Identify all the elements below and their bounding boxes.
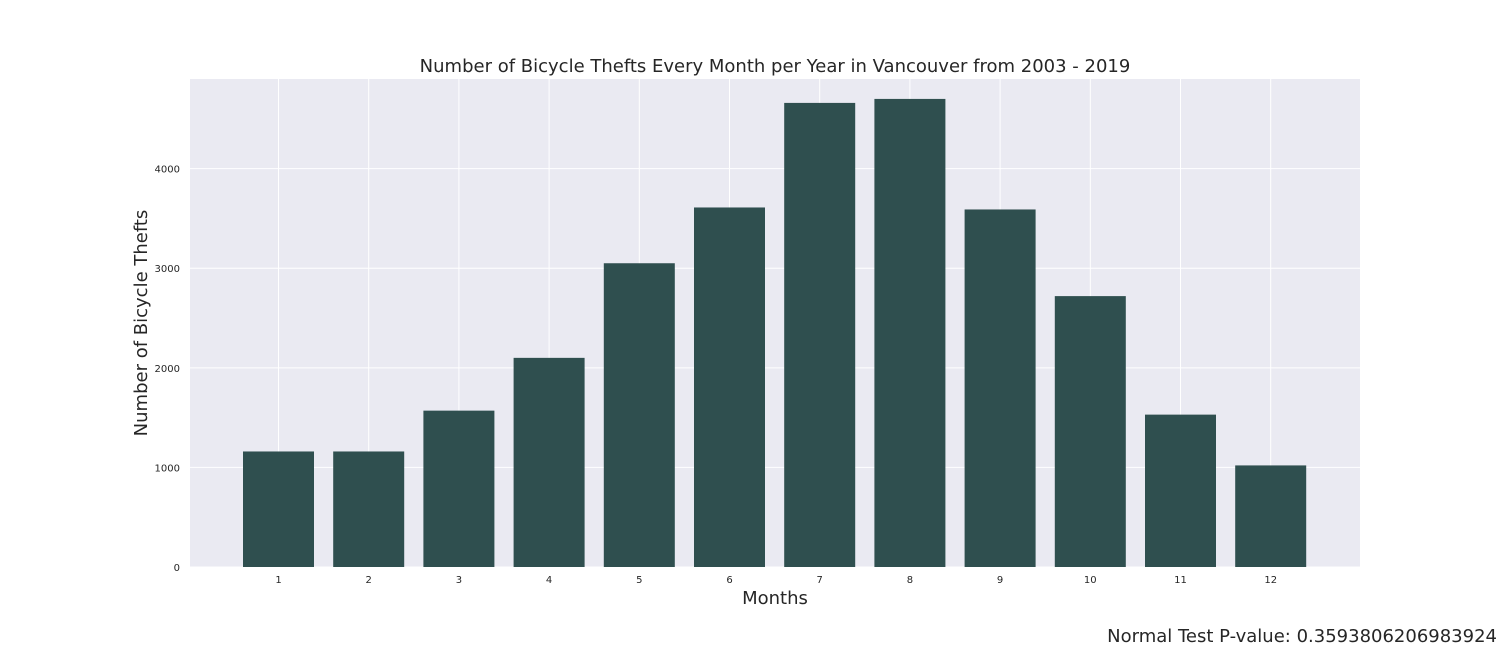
x-tick-label: 5 bbox=[636, 575, 642, 586]
y-tick-label: 3000 bbox=[155, 264, 180, 275]
bar-month-5 bbox=[603, 263, 675, 567]
x-tick-label: 10 bbox=[1084, 575, 1097, 586]
bar-month-6 bbox=[694, 207, 765, 568]
x-tick-label: 6 bbox=[726, 575, 732, 586]
x-tick-label: 9 bbox=[997, 575, 1003, 586]
bar-month-7 bbox=[784, 102, 856, 567]
bar-month-12 bbox=[1235, 465, 1307, 567]
bar-month-8 bbox=[874, 98, 946, 567]
bar-month-9 bbox=[964, 209, 1036, 567]
x-tick-label: 3 bbox=[456, 575, 462, 586]
y-tick-labels: 0 1000 2000 3000 4000 bbox=[155, 165, 180, 574]
bar-month-4 bbox=[513, 357, 585, 567]
bars bbox=[243, 98, 1307, 568]
x-tick-label: 11 bbox=[1174, 575, 1187, 586]
normal-test-annotation: Normal Test P-value: 0.3593806206983924 bbox=[1107, 626, 1497, 647]
bar-month-3 bbox=[423, 410, 495, 567]
x-tick-label: 2 bbox=[366, 575, 372, 586]
x-tick-labels: 1 2 3 4 5 6 7 8 9 10 11 12 bbox=[275, 575, 1277, 586]
bar-month-11 bbox=[1145, 414, 1216, 567]
x-tick-label: 1 bbox=[275, 575, 281, 586]
y-tick-label: 2000 bbox=[155, 364, 180, 375]
bar-month-2 bbox=[333, 451, 405, 567]
y-tick-label: 4000 bbox=[155, 165, 180, 176]
x-axis-label: Months bbox=[742, 588, 808, 609]
y-tick-label: 1000 bbox=[155, 463, 180, 474]
y-axis-label: Number of Bicycle Thefts bbox=[131, 210, 152, 437]
bar-month-10 bbox=[1054, 296, 1126, 567]
x-tick-label: 8 bbox=[907, 575, 913, 586]
x-tick-label: 12 bbox=[1264, 575, 1277, 586]
bar-month-1 bbox=[243, 451, 314, 567]
chart-title: Number of Bicycle Thefts Every Month per… bbox=[420, 56, 1131, 77]
x-tick-label: 4 bbox=[546, 575, 552, 586]
y-tick-label: 0 bbox=[174, 563, 180, 574]
x-tick-label: 7 bbox=[817, 575, 823, 586]
